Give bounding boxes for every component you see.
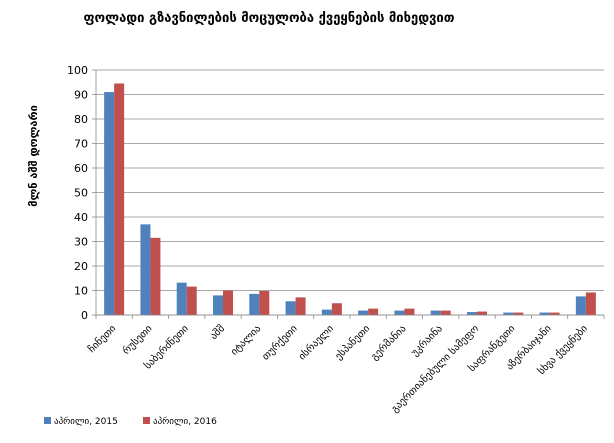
legend: აპრილი, 2015 აპრილი, 2016 [44,416,217,427]
bar-2015 [467,312,477,315]
bar-2016 [223,290,233,315]
y-tick-label: 50 [74,187,88,200]
bar-2016 [440,310,451,315]
y-tick-label: 0 [81,309,88,322]
x-tick-label: ესპანეთი [333,323,373,363]
chart-title: ფოლადი გზავნილების მოცულობა ქვეყნების მი… [83,11,454,26]
y-tick-label: 30 [74,236,88,249]
y-tick-label: 80 [74,113,88,126]
bar-2015 [104,92,115,315]
x-tick-label: ჩინეთი [86,323,118,355]
legend-label: აპრილი, 2015 [54,416,118,427]
bar-2015 [358,310,369,315]
y-tick-label: 100 [67,64,88,77]
bar-2016 [331,303,342,315]
bar-2015 [503,312,514,315]
bar-2016 [114,83,125,315]
y-tick-label: 60 [74,162,88,175]
bar-2016 [295,297,306,315]
legend-swatch [44,417,51,424]
y-tick-label: 90 [74,89,88,102]
x-tick-label: გერმანია [368,323,408,363]
bar-2015 [249,293,260,315]
gridlines [92,69,604,316]
y-tick-label: 20 [74,260,88,273]
x-tick-label: რუსეთი [120,323,154,357]
bar-2015 [285,301,296,315]
bar-2015 [575,296,586,315]
bar-2015 [176,282,187,315]
y-tick-label: 10 [74,285,88,298]
y-tick-label: 40 [74,211,88,224]
x-tick-label: იტალია [229,323,263,357]
bar-2015 [140,224,151,315]
bar-2016 [549,312,560,315]
bar-2015 [539,312,550,315]
y-tick-labels: 0 10 20 30 40 50 60 70 80 90 100 [67,64,88,322]
bar-2016 [585,292,596,315]
bar-2015 [394,310,405,315]
y-tick-label: 70 [74,138,88,151]
x-tick-label: ისრაელი [296,323,336,363]
bar-2016 [150,237,161,315]
legend-label: აპრილი, 2016 [153,416,217,427]
bar-2016 [404,308,415,315]
bar-2015 [321,309,332,315]
bar-2016 [186,286,197,315]
bar-2016 [477,311,487,315]
y-axis-label: მლნ აშშ დოლარი [27,105,40,207]
bar-2016 [368,308,379,315]
axes [95,70,604,316]
bar-2015 [213,295,223,315]
x-tick-label: უკრაინა [409,323,445,359]
bar-2016 [513,312,524,315]
bar-2015 [430,310,441,315]
bars [104,83,596,315]
legend-swatch [143,417,150,424]
bar-2016 [259,290,270,315]
x-tick-label: თურქეთი [260,323,300,363]
x-tick-label: აშშ [208,323,227,342]
